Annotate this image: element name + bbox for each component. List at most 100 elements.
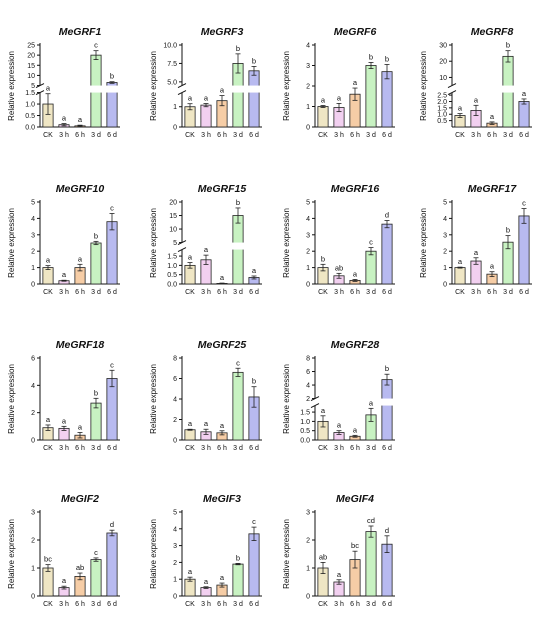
y-tick-label: 4 [306, 383, 310, 390]
y-tick-label: 4 [306, 216, 310, 223]
chart-panel: MeGRF16 Relative expression 0 1 2 3 4 5 b CK ab 3 h… [282, 183, 395, 296]
x-tick-label: 6 h [350, 289, 360, 296]
bar [381, 223, 393, 285]
bar [106, 532, 118, 597]
x-tick-label: 3 h [334, 132, 344, 139]
x-tick-label: 6 d [107, 289, 117, 296]
y-axis-label: Relative expression [7, 364, 16, 434]
x-tick-label: 3 d [233, 601, 243, 608]
significance-letter: b [321, 254, 325, 263]
y-tick-label: 0 [31, 282, 35, 289]
y-tick-label: 2 [31, 410, 35, 417]
y-tick-label: 10 [169, 227, 177, 234]
x-tick-label: 3 h [471, 289, 481, 296]
y-tick-label: 2 [31, 249, 35, 256]
x-tick-label: CK [318, 132, 328, 139]
chart-panel: MeGIF3 Relative expression 0 1 2 3 4 5 a CK a 3 h a 6… [149, 493, 262, 608]
x-tick-label: 3 d [366, 445, 376, 452]
x-tick-label: CK [185, 445, 195, 452]
y-tick-label: 1.0 [300, 419, 310, 426]
significance-letter: a [321, 95, 326, 104]
x-tick-label: 3 h [59, 132, 69, 139]
x-tick-label: CK [455, 289, 465, 296]
panel-title: MeGRF3 [201, 26, 244, 38]
bar [317, 106, 329, 128]
axis-break-mark [310, 403, 320, 409]
y-tick-label: 1.0 [437, 112, 447, 119]
y-axis-label: Relative expression [7, 519, 16, 589]
significance-letter: b [369, 52, 373, 61]
x-tick-label: 3 d [366, 289, 376, 296]
chart-panel: MeGRF8 Relative expression 0.51.01.52.02.5… [419, 26, 532, 139]
y-tick-label: 1 [443, 265, 447, 272]
y-tick-label: 1 [306, 265, 310, 272]
y-axis-label: Relative expression [149, 364, 158, 434]
significance-letter: a [78, 115, 83, 124]
axis-break-mark [447, 83, 457, 89]
significance-letter: ab [76, 563, 84, 572]
significance-letter: a [522, 89, 527, 98]
bar [454, 267, 466, 285]
x-tick-label: 6 h [217, 289, 227, 296]
y-tick-label: 5 [31, 83, 35, 90]
y-tick-label: 4 [173, 526, 177, 533]
significance-letter: a [78, 422, 83, 431]
y-tick-label: 5 [31, 200, 35, 207]
x-tick-label: 3 h [201, 132, 211, 139]
y-tick-label: 5 [443, 200, 447, 207]
x-tick-label: 6 h [75, 289, 85, 296]
significance-letter: c [94, 548, 98, 557]
y-tick-label: 6 [31, 356, 35, 363]
axis-break-mark [177, 247, 187, 253]
significance-letter: a [337, 93, 342, 102]
y-tick-label: 0 [306, 125, 310, 132]
significance-letter: ab [335, 263, 343, 272]
x-tick-label: 3 h [59, 289, 69, 296]
y-tick-label: 25 [27, 43, 35, 50]
significance-letter: a [220, 421, 225, 430]
x-tick-label: CK [185, 289, 195, 296]
y-tick-label: 2 [443, 249, 447, 256]
y-tick-label: 8 [306, 356, 310, 363]
significance-letter: a [204, 577, 209, 586]
significance-letter: a [188, 94, 193, 103]
panel-title: MeGRF17 [468, 183, 518, 195]
x-tick-label: 3 d [91, 289, 101, 296]
x-tick-label: CK [43, 132, 53, 139]
y-tick-label: 3 [173, 543, 177, 550]
significance-letter: a [188, 419, 193, 428]
y-tick-label: 30 [439, 43, 447, 50]
y-tick-label: 0.0 [300, 438, 310, 445]
x-tick-label: 3 h [201, 445, 211, 452]
x-tick-label: 3 d [91, 445, 101, 452]
y-tick-label: 5 [173, 240, 177, 247]
panel-title: MeGRF28 [331, 339, 380, 351]
significance-letter: b [236, 44, 240, 53]
x-tick-label: 3 h [59, 601, 69, 608]
bar [184, 578, 196, 597]
x-tick-label: 3 d [503, 289, 513, 296]
significance-letter: a [490, 112, 495, 121]
y-tick-label: 0 [443, 282, 447, 289]
y-tick-label: 1 [306, 566, 310, 573]
significance-letter: d [385, 211, 389, 220]
bar [518, 101, 530, 128]
significance-letter: a [46, 256, 51, 265]
y-tick-label: 6 [306, 369, 310, 376]
x-tick-label: 6 d [519, 289, 529, 296]
y-axis-label: Relative expression [149, 519, 158, 589]
significance-letter: b [506, 41, 510, 50]
y-tick-label: 1 [31, 566, 35, 573]
x-tick-label: CK [185, 601, 195, 608]
significance-letter: c [94, 41, 98, 50]
x-tick-label: CK [455, 132, 465, 139]
y-tick-label: 5 [306, 200, 310, 207]
y-tick-label: 4 [173, 397, 177, 404]
bar-break-gap [501, 85, 515, 93]
significance-letter: a [369, 398, 374, 407]
y-tick-label: 1 [306, 104, 310, 111]
significance-letter: a [220, 86, 225, 95]
bar [106, 378, 118, 441]
x-tick-label: 6 h [75, 601, 85, 608]
x-tick-label: 3 h [201, 601, 211, 608]
